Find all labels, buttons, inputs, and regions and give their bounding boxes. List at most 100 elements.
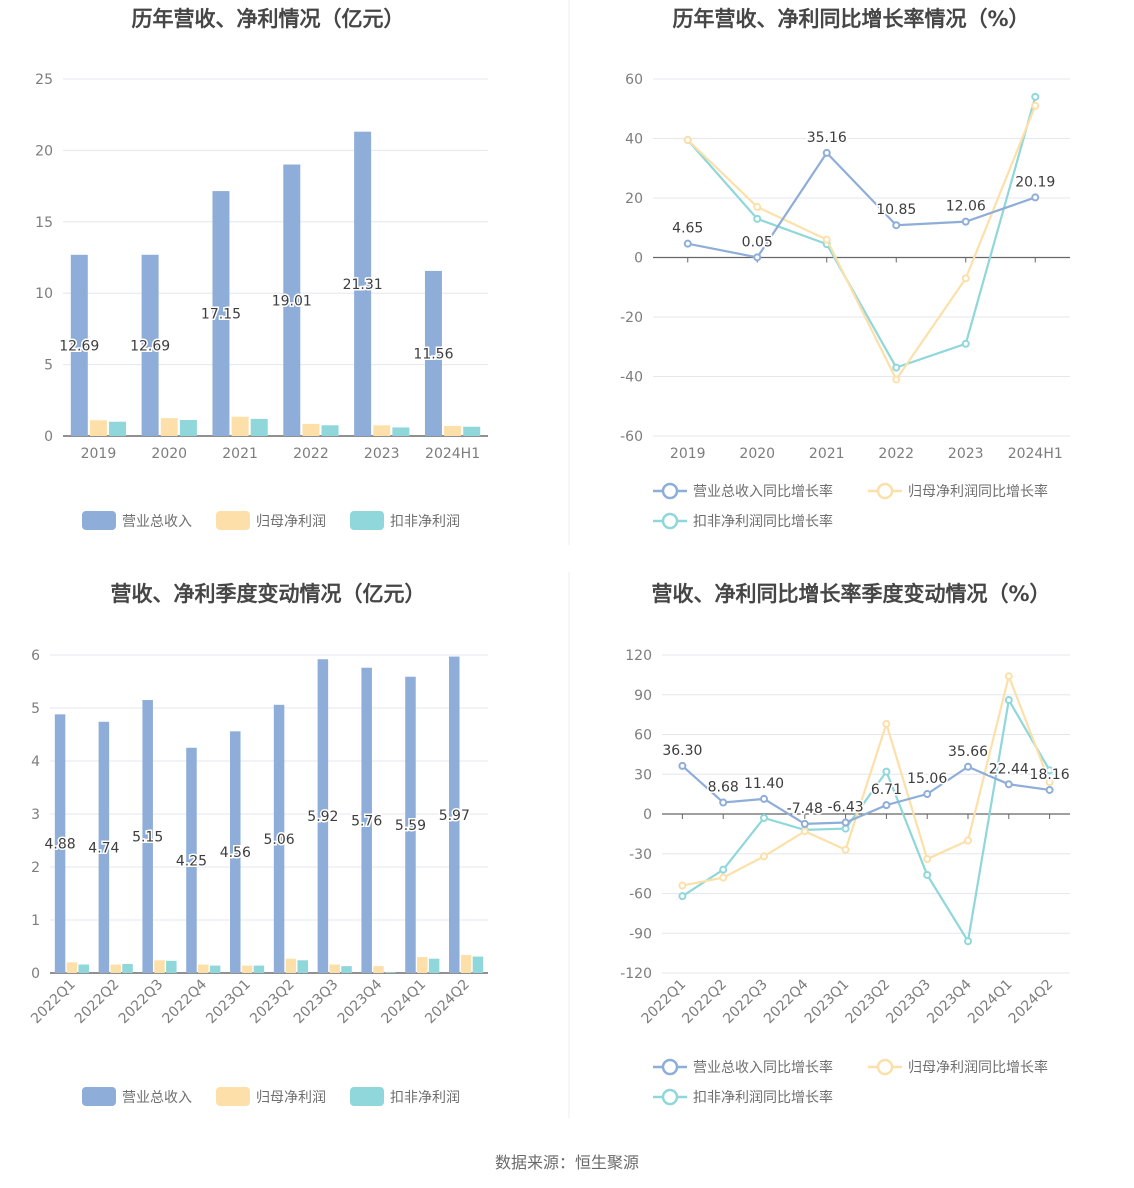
chart3-xtick-label: 2023Q3	[291, 977, 342, 1028]
chart4-point-deducted-growth	[882, 767, 891, 776]
chart2-data-label: 20.19	[1015, 174, 1055, 190]
chart2-legend-marker[interactable]	[876, 482, 894, 500]
chart4-legend-marker[interactable]	[661, 1088, 679, 1106]
chart2-point-netprofit-growth	[683, 135, 692, 144]
chart1-bar-deducted	[250, 418, 268, 436]
chart1-bar-deducted	[321, 425, 339, 436]
chart2-point-deducted-growth	[961, 339, 970, 348]
chart2-xtick-label: 2024H1	[1008, 446, 1063, 462]
chart2-ytick-label: 20	[625, 191, 643, 207]
chart3-bar-deducted	[341, 966, 352, 973]
chart3-ytick-label: 1	[31, 913, 40, 929]
chart2-title: 历年营收、净利同比增长率情况（%）	[672, 7, 1029, 31]
chart1-legend-swatch[interactable]	[350, 511, 384, 530]
chart4-legend-label: 扣非净利润同比增长率	[693, 1089, 833, 1106]
chart4-data-label: 6.71	[871, 782, 902, 798]
chart3-bar-deducted	[253, 965, 265, 973]
chart3-data-label: 4.74	[88, 840, 119, 856]
chart1-title: 历年营收、净利情况（亿元）	[132, 7, 405, 31]
chart4-line-revenue-growth	[681, 765, 1050, 826]
chart3-bar-revenue	[230, 731, 241, 973]
chart1-legend-swatch[interactable]	[82, 511, 116, 530]
chart3-bar-revenue	[98, 721, 110, 973]
chart4-legend-marker[interactable]	[661, 1058, 679, 1076]
chart4-xtick-label: 2023Q4	[924, 976, 975, 1027]
chart2-legend-marker[interactable]	[661, 482, 679, 500]
chart3-legend-swatch[interactable]	[82, 1087, 116, 1106]
chart2-data-label: 0.05	[742, 234, 773, 250]
chart4-point-revenue-growth	[760, 794, 768, 803]
chart4-xtick-label: 2024Q2	[1006, 977, 1057, 1028]
chart2-legend-marker[interactable]	[661, 512, 679, 530]
chart3-ytick-label: 2	[31, 860, 40, 876]
chart1-legend-label: 归母净利润	[256, 513, 326, 530]
chart4-point-netprofit-growth	[1045, 778, 1054, 787]
chart4-point-revenue-growth	[1045, 785, 1054, 794]
chart2-point-revenue-growth	[892, 221, 901, 230]
chart3-bar-deducted	[78, 964, 89, 973]
chart2-point-netprofit-growth	[753, 202, 762, 211]
chart4-legend-marker[interactable]	[876, 1058, 894, 1076]
chart1-bar-revenue	[70, 254, 88, 436]
chart4-point-netprofit-growth	[841, 845, 850, 854]
chart1-bar-netprofit	[444, 426, 462, 436]
chart4-point-revenue-growth	[841, 818, 850, 827]
chart3-legend-swatch[interactable]	[216, 1087, 250, 1106]
chart2-line-revenue-growth	[687, 151, 1036, 259]
chart4-point-revenue-growth	[964, 762, 972, 771]
chart2-point-revenue-growth	[753, 253, 762, 262]
chart3-xtick-label: 2022Q1	[28, 977, 79, 1028]
chart3-bar-revenue	[186, 747, 197, 973]
chart2-legend-label: 归母净利润同比增长率	[908, 483, 1048, 500]
chart3-legend-label: 扣非净利润	[390, 1090, 460, 1106]
chart4-xtick-label: 2023Q2	[843, 977, 894, 1028]
chart3-xtick-label: 2023Q2	[247, 977, 298, 1028]
chart4-xtick-label: 2022Q3	[720, 977, 771, 1028]
chart3-data-label: 4.88	[44, 837, 75, 853]
chart2-point-deducted-growth	[1031, 92, 1040, 101]
chart4-point-deducted-growth	[678, 892, 687, 901]
chart2-point-netprofit-growth	[1031, 101, 1040, 110]
chart2-point-revenue-growth	[961, 217, 970, 226]
chart4-data-label: 18.16	[1030, 767, 1070, 783]
chart1-bar-deducted	[109, 421, 127, 436]
chart1-legend-swatch[interactable]	[216, 511, 250, 530]
chart4-data-label: -6.43	[827, 800, 863, 816]
chart3-bar-netprofit	[329, 964, 340, 973]
chart1-bar-revenue	[141, 254, 159, 436]
chart2-ytick-label: 0	[634, 251, 643, 267]
chart3-bar-deducted	[209, 965, 221, 973]
chart1-data-label: 12.69	[59, 338, 99, 354]
chart2-point-revenue-growth	[1031, 193, 1040, 202]
chart1-ytick-label: 15	[35, 215, 53, 231]
chart3-bar-deducted	[428, 958, 440, 973]
chart3-bar-netprofit	[417, 957, 428, 973]
chart1-bar-netprofit	[302, 423, 320, 436]
chart3-bar-netprofit	[66, 962, 78, 973]
chart2-point-revenue-growth	[683, 239, 692, 248]
chart2-xtick-label: 2023	[948, 446, 984, 462]
chart1-xtick-label: 2019	[81, 446, 117, 462]
chart1-bar-revenue	[212, 191, 230, 436]
chart4-point-revenue-growth	[923, 790, 932, 799]
chart2-legend-label: 营业总收入同比增长率	[693, 483, 833, 500]
source-note: 数据来源：恒生聚源	[495, 1153, 639, 1172]
chart3-bar-netprofit	[285, 958, 297, 973]
chart3-legend-swatch[interactable]	[350, 1087, 384, 1106]
chart3-data-label: 5.06	[263, 832, 294, 848]
chart4-point-netprofit-growth	[964, 836, 972, 845]
chart2-xtick-label: 2022	[878, 446, 914, 462]
chart1-bar-netprofit	[89, 420, 107, 436]
chart4-point-netprofit-growth	[719, 873, 728, 882]
chart3-xtick-label: 2022Q3	[116, 977, 167, 1028]
chart3-bar-deducted	[385, 972, 396, 973]
chart4-line-deducted-growth	[681, 696, 1051, 945]
chart4-legend-label: 营业总收入同比增长率	[693, 1059, 833, 1076]
chart4-data-label: 15.06	[907, 771, 947, 787]
chart1-bar-deducted	[179, 420, 197, 436]
chart4-xtick-label: 2022Q1	[639, 977, 690, 1028]
chart1-xtick-label: 2022	[293, 446, 329, 462]
chart4-data-label: 11.40	[744, 776, 784, 792]
chart4-point-netprofit-growth	[678, 881, 687, 890]
chart2-data-label: 35.16	[807, 130, 847, 146]
